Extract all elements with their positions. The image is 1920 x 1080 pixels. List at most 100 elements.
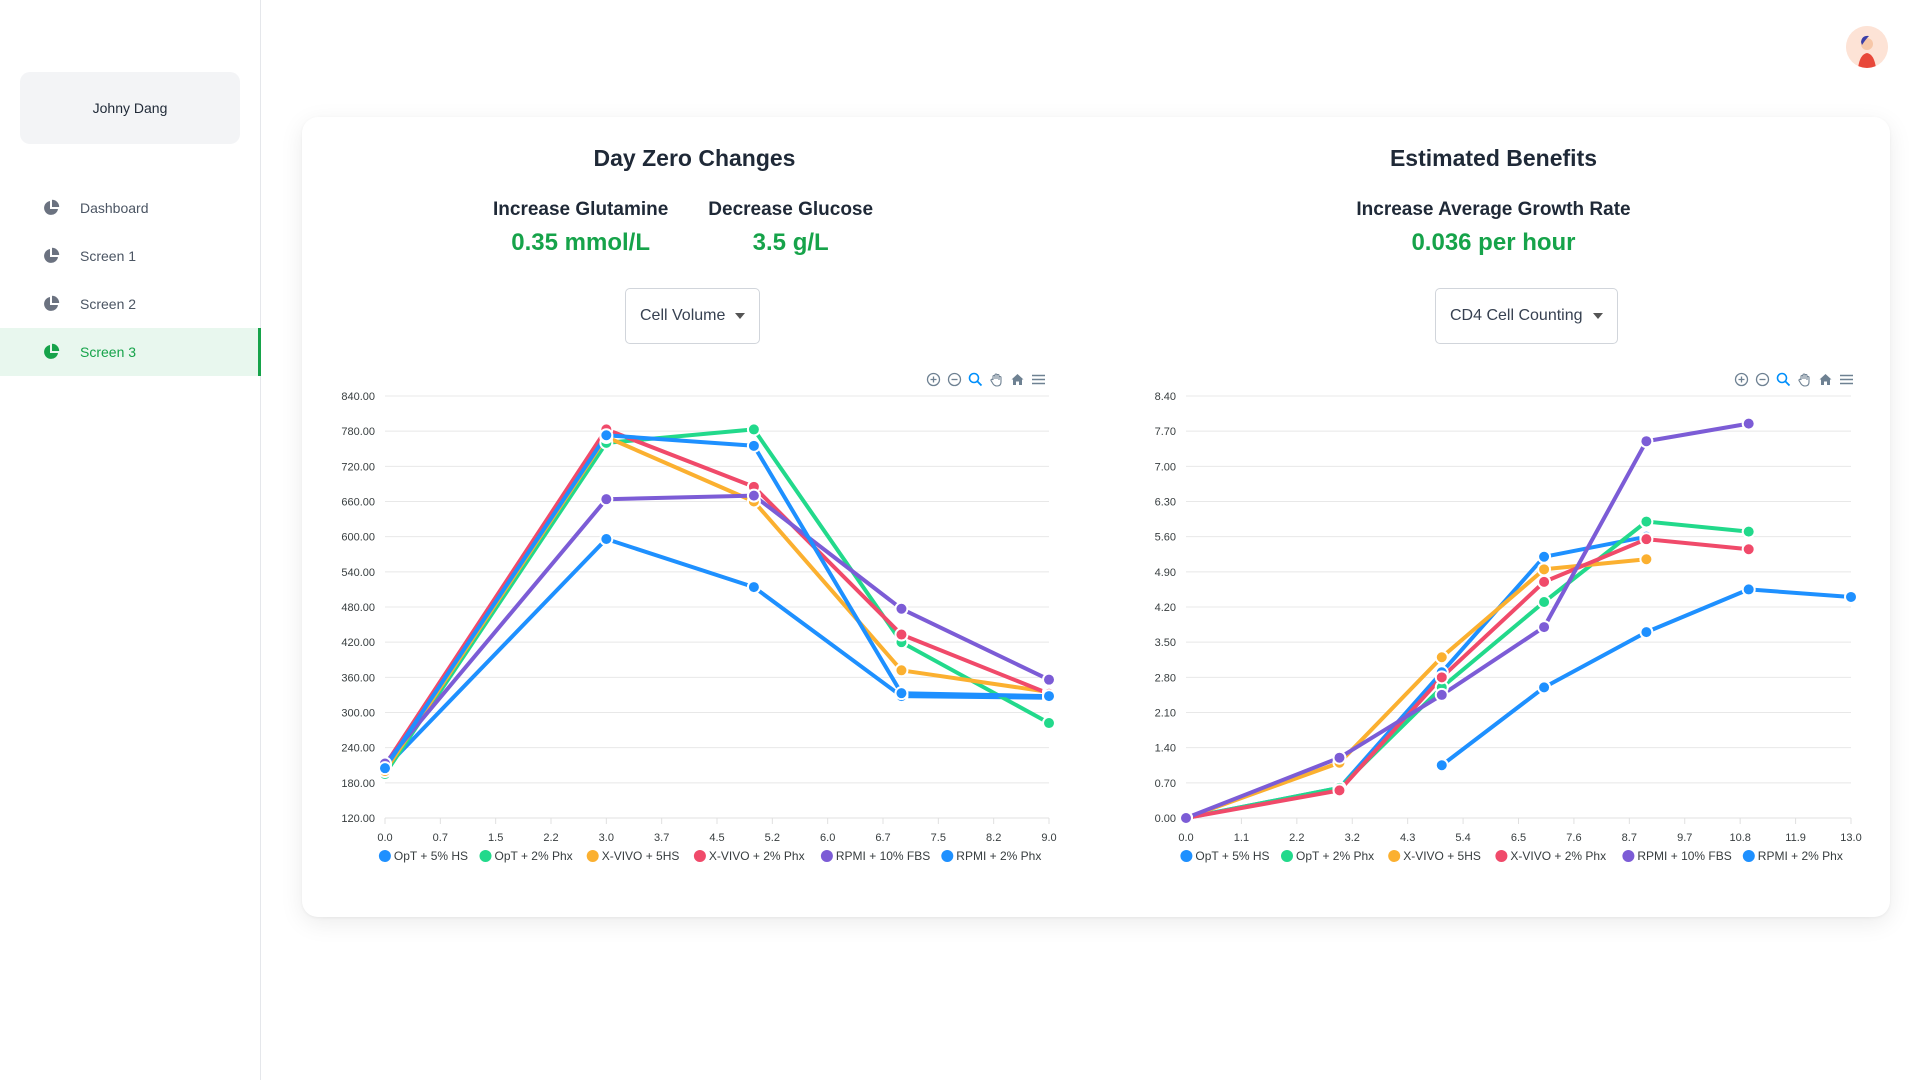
legend-item[interactable]: RPMI + 2% Phx <box>1742 849 1843 863</box>
legend-item[interactable]: OpT + 5% HS <box>1180 849 1270 863</box>
data-point[interactable] <box>1434 670 1449 685</box>
cd4-cell-counting-line-chart[interactable]: 8.40 7.70 7.00 6.30 5.60 4.90 4.20 3.50 2.80 2.10… <box>1096 117 1890 917</box>
y-tick-label: 180.00 <box>341 778 375 790</box>
data-point[interactable] <box>1639 532 1654 547</box>
sidebar-item-screen-2[interactable]: Screen 2 <box>0 280 261 328</box>
data-point[interactable] <box>1434 687 1449 702</box>
sidebar-item-screen-3[interactable]: Screen 3 <box>0 328 261 376</box>
x-tick-label: 1.5 <box>488 832 503 844</box>
series-line[interactable] <box>1185 557 1647 820</box>
legend-item[interactable]: RPMI + 10% FBS <box>820 849 930 863</box>
data-point[interactable] <box>1741 582 1756 597</box>
y-tick-label: 8.40 <box>1155 391 1176 403</box>
data-point[interactable] <box>599 532 614 547</box>
metric-label: Decrease Glucose <box>708 199 874 220</box>
legend-marker <box>586 850 599 862</box>
legend-item[interactable]: X-VIVO + 5HS <box>586 849 680 863</box>
x-tick-label: 13.0 <box>1840 832 1861 844</box>
legend-item[interactable]: OpT + 5% HS <box>378 849 468 863</box>
legend-item[interactable]: X-VIVO + 2% Phx <box>1495 849 1606 863</box>
cell-volume-line-chart[interactable]: 840.00 780.00 720.00 660.00 600.00 540.00 480.… <box>302 117 1096 917</box>
data-point[interactable] <box>894 686 909 701</box>
data-point[interactable] <box>1179 811 1193 825</box>
home-icon[interactable] <box>1817 371 1834 388</box>
data-point[interactable] <box>1332 750 1347 765</box>
avatar[interactable] <box>1846 26 1888 68</box>
data-point[interactable] <box>1042 716 1056 731</box>
metrics-row: Increase Glutamine 0.35 mmol/L Decrease … <box>493 199 873 257</box>
user-card[interactable]: Johny Dang <box>20 72 240 144</box>
sidebar-item-dashboard[interactable]: Dashboard <box>0 184 261 232</box>
zoom-out-icon[interactable] <box>1754 371 1771 388</box>
menu-icon[interactable] <box>1838 371 1855 388</box>
data-point[interactable] <box>1537 620 1552 635</box>
data-point[interactable] <box>746 422 761 437</box>
data-point[interactable] <box>1537 574 1552 589</box>
legend-item[interactable]: RPMI + 2% Phx <box>941 849 1041 863</box>
zoom-in-icon[interactable] <box>925 371 942 388</box>
data-point[interactable] <box>599 428 614 443</box>
y-tick-label: 720.00 <box>341 461 375 473</box>
data-point[interactable] <box>1741 542 1756 557</box>
sidebar-item-screen-1[interactable]: Screen 1 <box>0 232 261 280</box>
data-point[interactable] <box>1639 552 1654 567</box>
panel-estimated-benefits: Estimated Benefits Increase Average Grow… <box>1096 117 1890 917</box>
series-line[interactable] <box>383 435 1050 773</box>
series-line[interactable] <box>383 493 1050 765</box>
pan-hand-icon[interactable] <box>1796 371 1813 388</box>
data-point[interactable] <box>1639 514 1654 529</box>
x-tick-label: 8.2 <box>986 832 1001 844</box>
legend-item[interactable]: OpT + 2% Phx <box>479 849 573 863</box>
data-point[interactable] <box>1537 680 1552 695</box>
data-point[interactable] <box>746 488 761 503</box>
magnifier-icon[interactable] <box>1775 371 1792 388</box>
metric-select-dropdown[interactable]: Cell Volume <box>625 288 761 344</box>
legend-item[interactable]: X-VIVO + 2% Phx <box>693 849 805 863</box>
x-tick-label: 0.0 <box>1178 832 1193 844</box>
legend-label: X-VIVO + 5HS <box>602 849 680 863</box>
legend-item[interactable]: X-VIVO + 5HS <box>1388 849 1481 863</box>
menu-icon[interactable] <box>1030 371 1047 388</box>
series-line[interactable] <box>1185 519 1749 820</box>
pan-hand-icon[interactable] <box>988 371 1005 388</box>
magnifier-icon[interactable] <box>967 371 984 388</box>
series-line[interactable] <box>1185 421 1750 820</box>
pie-chart-icon <box>42 247 60 265</box>
x-tick-label: 4.5 <box>709 832 724 844</box>
data-point[interactable] <box>599 492 614 507</box>
series-line[interactable] <box>1185 537 1749 820</box>
data-point[interactable] <box>894 663 909 678</box>
pie-chart-icon <box>42 295 60 313</box>
data-point[interactable] <box>1434 650 1449 665</box>
data-point[interactable] <box>1741 416 1756 431</box>
series-line[interactable] <box>383 427 1050 767</box>
data-point[interactable] <box>1844 589 1858 604</box>
data-point[interactable] <box>1042 689 1056 704</box>
zoom-in-icon[interactable] <box>1733 371 1750 388</box>
data-point[interactable] <box>746 580 761 595</box>
data-point[interactable] <box>894 627 909 642</box>
data-point[interactable] <box>746 438 761 453</box>
data-point[interactable] <box>1434 758 1449 773</box>
data-point[interactable] <box>1042 672 1056 687</box>
data-point[interactable] <box>1332 783 1347 798</box>
legend-item[interactable]: RPMI + 10% FBS <box>1622 849 1732 863</box>
user-avatar-icon <box>1846 26 1888 68</box>
y-tick-label: 540.00 <box>341 567 375 579</box>
data-point[interactable] <box>1741 524 1756 539</box>
data-point[interactable] <box>894 601 909 616</box>
y-tick-label: 120.00 <box>341 813 375 825</box>
chart-toolbar <box>1733 371 1855 388</box>
data-point[interactable] <box>378 761 392 776</box>
legend-item[interactable]: OpT + 2% Phx <box>1281 849 1374 863</box>
y-tick-label: 4.90 <box>1155 567 1176 579</box>
data-point[interactable] <box>1639 625 1654 640</box>
home-icon[interactable] <box>1009 371 1026 388</box>
metric-select-dropdown[interactable]: CD4 Cell Counting <box>1435 288 1618 344</box>
zoom-out-icon[interactable] <box>946 371 963 388</box>
data-point[interactable] <box>1537 594 1552 609</box>
series-line[interactable] <box>383 427 1050 776</box>
data-point[interactable] <box>1537 549 1552 564</box>
data-point[interactable] <box>1639 434 1654 449</box>
data-point[interactable] <box>1537 562 1552 577</box>
